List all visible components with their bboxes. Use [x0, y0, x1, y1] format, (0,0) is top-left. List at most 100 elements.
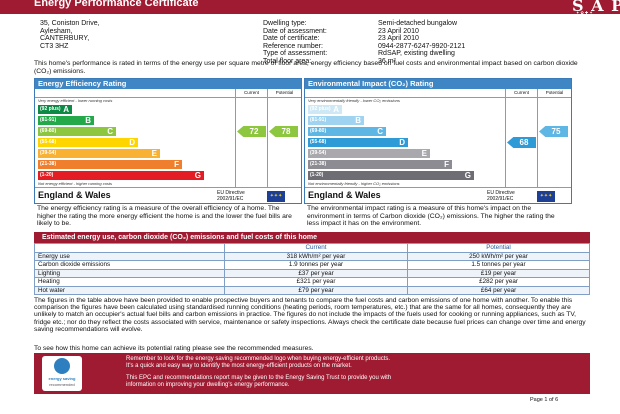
detail-value: 23 April 2010 [378, 27, 419, 35]
panel-footer: England & Wales EU Directive 2002/91/EC ✦… [305, 187, 571, 204]
detail-row: Type of assessment: RdSAP, existing dwell… [263, 50, 465, 58]
eu-directive-line: 2002/91/EC [487, 196, 514, 202]
sap-logo: S A P [572, 0, 620, 15]
intro-paragraph: This home's performance is rated in term… [34, 60, 578, 75]
band-range: (39-54) [310, 150, 327, 156]
detail-row: Reference number: 0944-2877-6247-9920-212… [263, 43, 465, 51]
potential-column-header: Potential [537, 89, 571, 97]
region-label: England & Wales [308, 190, 381, 200]
potential-column-header: Potential [267, 89, 301, 97]
eu-directive-label: EU Directive 2002/91/EC [217, 190, 245, 202]
banner-text-line: Remember to look for the energy saving r… [126, 356, 391, 362]
detail-key: Type of assessment: [263, 50, 328, 57]
table-row: Hot water £79 per year £64 per year [34, 285, 590, 295]
env-band-f: (21-38) F [308, 160, 452, 169]
band-range: (21-38) [310, 161, 327, 167]
band-letter: E [151, 149, 157, 158]
potential-value: £64 per year [407, 285, 590, 295]
band-range: (92 plus) [40, 106, 61, 112]
band-letter: E [421, 149, 427, 158]
detail-value: Semi-detached bungalow [378, 20, 457, 27]
env-band-d: (55-68) D [308, 138, 408, 147]
eff-band-f: (21-38) F [38, 160, 182, 169]
page-number: Page 1 of 6 [530, 397, 559, 403]
column-divider [537, 89, 538, 187]
eff-band-c: (69-80) C [38, 127, 116, 136]
address-line: 35, Coniston Drive, [40, 20, 100, 27]
eu-directive-line: EU Directive [217, 190, 245, 196]
current-value: £37 per year [224, 268, 408, 278]
potential-header: Potential [407, 243, 590, 253]
efficiency-description: The energy efficiency rating is a measur… [37, 205, 292, 227]
header-bar: Energy Performance Certificate S A P ✦ ✿… [0, 0, 620, 15]
document-title: Energy Performance Certificate [34, 0, 199, 9]
current-header: Current [224, 243, 408, 253]
band-letter: F [174, 160, 179, 169]
energy-efficiency-rating-panel: Energy Efficiency Rating Current Potenti… [34, 78, 302, 204]
panel-title: Energy Efficiency Rating [35, 79, 301, 89]
potential-value: £282 per year [407, 277, 590, 287]
band-range: (55-68) [40, 139, 57, 145]
energy-saving-trust-icon [54, 358, 70, 374]
eu-flag-icon: ✦✦✦ [537, 191, 555, 202]
improvement-note: To see how this home can achieve its pot… [34, 345, 314, 352]
detail-value: RdSAP, existing dwelling [378, 50, 455, 57]
detail-value: 36 m² [378, 57, 396, 65]
band-letter: G [194, 171, 201, 180]
eff-band-a: (92 plus) A [38, 105, 72, 114]
band-range: (39-54) [40, 150, 57, 156]
detail-value: 0944-2877-6247-9920-2121 [378, 42, 466, 50]
estimates-section: Estimated energy use, carbon dioxide (CO… [34, 232, 590, 295]
band-letter: B [355, 116, 361, 125]
band-letter: F [444, 160, 449, 169]
eff-band-g: (1-20) G [38, 171, 204, 180]
detail-row: Dwelling type: Semi-detached bungalow [263, 20, 465, 28]
table-row: Heating £321 per year £282 per year [34, 277, 590, 287]
figures-explanation: The figures in the table above have been… [34, 297, 586, 333]
row-label: Hot water [34, 285, 225, 295]
panel-title: Environmental Impact (CO₂) Rating [305, 79, 571, 89]
band-letter: C [107, 127, 113, 136]
band-range: (55-68) [310, 139, 327, 145]
potential-value: 1.5 tonnes per year [407, 260, 590, 270]
blank-header-cell [34, 243, 225, 253]
eff-band-d: (55-68) D [38, 138, 138, 147]
environmental-impact-rating-panel: Environmental Impact (CO₂) Rating Curren… [304, 78, 572, 204]
band-letter: D [399, 138, 405, 147]
band-letter: B [85, 116, 91, 125]
address-line: Aylesham, [40, 27, 73, 35]
address-line: CANTERBURY, [40, 35, 90, 42]
detail-row: Date of assessment: 23 April 2010 [263, 28, 465, 36]
table-header-row: Current Potential [34, 243, 590, 253]
eu-flag-icon: ✦✦✦ [267, 191, 285, 202]
band-letter: C [377, 127, 383, 136]
column-divider [235, 89, 236, 187]
energy-saving-recommended-logo: energy saving recommended [42, 356, 82, 391]
band-range: (1-20) [40, 172, 54, 178]
energy-saving-banner: energy saving recommended Remember to lo… [34, 353, 590, 394]
environment-description: The environmental impact rating is a mea… [307, 205, 555, 227]
row-label: Heating [34, 277, 225, 287]
banner-text-line: information on improving your dwelling's… [126, 382, 290, 388]
column-divider [267, 89, 268, 187]
eff-band-e: (39-54) E [38, 149, 160, 158]
row-label: Energy use [34, 251, 225, 261]
potential-value: 250 kWh/m² per year [407, 251, 590, 261]
address-line: CT3 3HZ [40, 42, 69, 50]
env-current-rating-arrow: 68 [507, 137, 536, 148]
top-scale-note: Very environmentally friendly - lower CO… [308, 98, 400, 103]
detail-key: Dwelling type: [263, 20, 307, 27]
detail-value: 23 April 2010 [378, 35, 419, 42]
table-row: Carbon dioxide emissions 1.9 tonnes per … [34, 260, 590, 270]
estimates-table: Current Potential Energy use 318 kWh/m² … [34, 243, 590, 295]
detail-row: Total floor area: 36 m² [263, 58, 465, 66]
eff-band-b: (81-91) B [38, 116, 94, 125]
detail-key: Date of certificate: [263, 35, 320, 42]
band-range: (69-80) [40, 128, 57, 134]
panel-footer: England & Wales EU Directive 2002/91/EC ✦… [35, 187, 301, 204]
logo-text: recommended [49, 382, 75, 387]
band-letter: A [63, 105, 69, 114]
table-row: Lighting £37 per year £19 per year [34, 268, 590, 278]
eu-directive-line: EU Directive [487, 190, 515, 196]
table-row: Energy use 318 kWh/m² per year 250 kWh/m… [34, 251, 590, 261]
